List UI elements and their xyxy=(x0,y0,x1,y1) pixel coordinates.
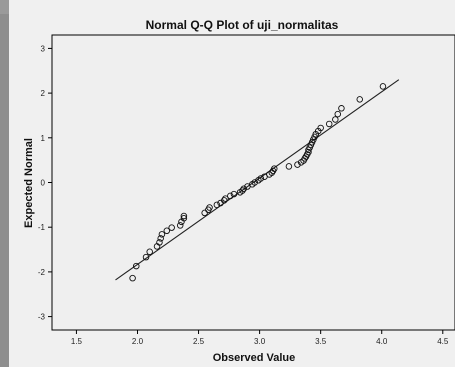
y-tick-label: 1 xyxy=(41,134,46,143)
y-tick-label: -1 xyxy=(38,223,46,232)
x-tick-label: 4.0 xyxy=(376,337,388,346)
x-tick-label: 3.0 xyxy=(254,337,266,346)
data-point xyxy=(142,253,150,261)
data-point xyxy=(294,161,301,168)
data-point xyxy=(251,179,258,186)
data-point xyxy=(332,116,339,123)
reference-line-group xyxy=(115,79,400,281)
data-point xyxy=(227,192,234,200)
data-point xyxy=(379,83,387,90)
data-point xyxy=(213,201,221,209)
data-point xyxy=(146,248,153,256)
data-point xyxy=(156,239,163,246)
data-points xyxy=(129,83,387,282)
window-frame-left xyxy=(0,0,9,367)
data-point xyxy=(317,124,324,132)
data-point xyxy=(338,105,345,112)
data-point xyxy=(129,274,136,282)
data-point xyxy=(168,224,175,231)
reference-line xyxy=(115,79,400,281)
data-point xyxy=(222,195,229,202)
data-point xyxy=(271,165,278,172)
data-point xyxy=(285,163,293,170)
x-tick-label: 4.5 xyxy=(437,337,449,346)
y-axis-ticks: 3 2 1 0 -1 -2 -3 xyxy=(38,44,52,322)
chart-title: Normal Q-Q Plot of uji_normalitas xyxy=(146,18,339,32)
y-axis-title: Expected Normal xyxy=(23,138,35,228)
data-point xyxy=(240,185,247,193)
data-point xyxy=(257,175,265,182)
data-point xyxy=(230,190,238,198)
data-point xyxy=(334,110,342,118)
y-tick-label: 3 xyxy=(41,44,46,53)
x-tick-label: 1.5 xyxy=(71,337,83,346)
data-point xyxy=(356,96,363,103)
data-point xyxy=(206,204,213,211)
y-tick-label: -2 xyxy=(38,268,46,277)
x-axis-title: Observed Value xyxy=(213,352,296,364)
x-tick-label: 2.5 xyxy=(193,337,205,346)
data-point xyxy=(176,222,184,229)
data-point xyxy=(305,148,312,156)
data-point xyxy=(180,212,188,220)
data-point xyxy=(220,197,228,204)
data-point xyxy=(133,262,140,270)
data-point xyxy=(158,231,166,238)
data-point xyxy=(163,227,171,235)
y-tick-label: 0 xyxy=(41,179,46,188)
y-tick-label: -3 xyxy=(38,313,46,322)
data-point xyxy=(325,120,333,128)
y-tick-label: 2 xyxy=(41,89,46,98)
x-tick-label: 2.0 xyxy=(132,337,144,346)
x-tick-label: 3.5 xyxy=(315,337,327,346)
data-point xyxy=(180,215,188,222)
x-axis-ticks: 1.5 2.0 2.5 3.0 3.5 4.0 4.5 xyxy=(71,330,449,346)
data-point xyxy=(239,187,246,194)
data-point xyxy=(157,235,164,242)
